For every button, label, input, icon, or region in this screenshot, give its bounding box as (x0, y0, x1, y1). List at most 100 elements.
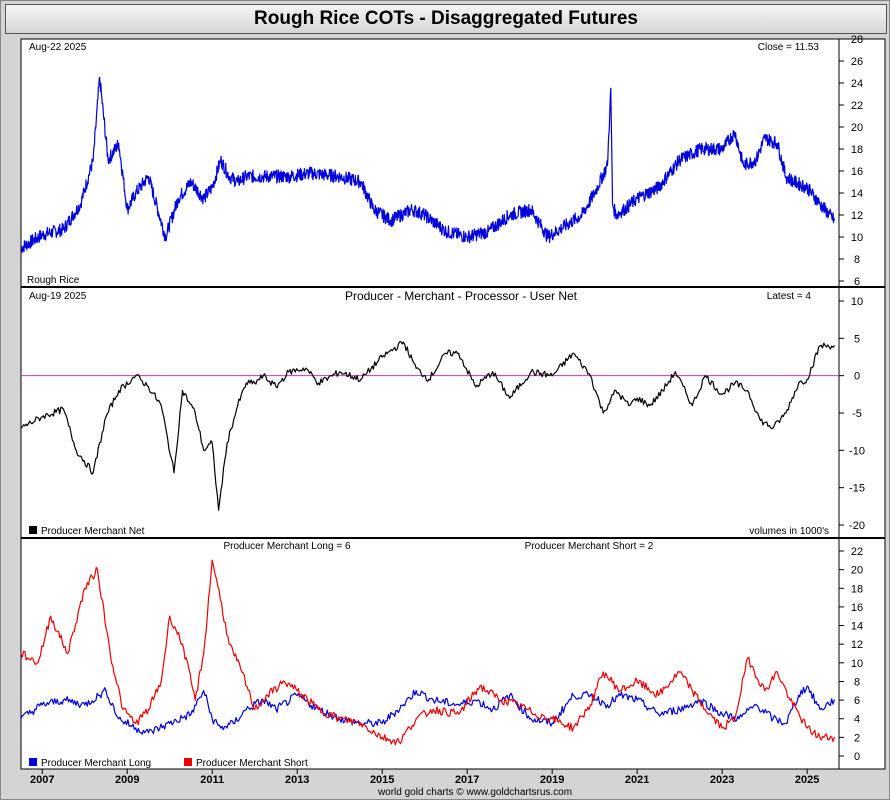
net-position-line-point (381, 356, 383, 358)
net-position-line-point (288, 371, 290, 373)
rice-price-line-point (245, 175, 247, 178)
short-position-line-point (37, 662, 39, 664)
y-tick-label: 16 (851, 166, 863, 178)
rice-price-line-point (742, 164, 745, 167)
x-tick-label: 2013 (285, 774, 309, 786)
rice-price-line-point (755, 159, 757, 161)
short-position-line-point (517, 704, 519, 706)
long-position-line-point (785, 722, 787, 725)
short-position-line-point (360, 722, 362, 725)
rice-price-line-point (657, 186, 660, 189)
x-tick-label: 2019 (540, 774, 564, 786)
net-position-line-point (602, 412, 604, 414)
legend-long: Producer Merchant Long (41, 758, 151, 769)
y-tick-label: 2 (854, 732, 860, 744)
rice-price-line-point (177, 197, 179, 200)
short-position-line-point (704, 708, 706, 711)
y-tick-label: 22 (851, 100, 863, 112)
net-position-line-point (41, 416, 43, 418)
rice-price-line-point (288, 175, 290, 178)
x-tick-label: 2025 (795, 774, 819, 786)
plot-area (20, 38, 840, 770)
y-tick-label: 4 (854, 714, 860, 726)
y-tick-label: 0 (854, 751, 860, 763)
long-position-line-point (819, 708, 821, 711)
net-position-line-point (530, 371, 532, 373)
y-tick-label: 14 (851, 621, 863, 633)
short-position-line-point (96, 569, 99, 571)
rice-price-line-point (636, 197, 638, 200)
rice-price-line-point (606, 164, 609, 167)
net-position-line-point (173, 472, 175, 474)
y-tick-label: 16 (851, 602, 863, 614)
net-position-line-point (428, 378, 430, 380)
rice-price-line-point (679, 159, 681, 161)
long-position-line-point (105, 690, 107, 692)
net-position-line-point (572, 352, 575, 354)
short-position-line-point (415, 718, 417, 720)
short-position-line-point (203, 652, 205, 655)
short-position-line-point (266, 694, 269, 697)
rice-price-line-point (806, 186, 808, 189)
net-position-line-point (135, 375, 137, 377)
short-position-line-point (109, 652, 111, 655)
net-position-line-point (662, 390, 664, 392)
rice-price-line-point (610, 87, 612, 90)
long-position-line-point (589, 694, 592, 697)
long-position-line-point (738, 718, 740, 720)
net-position-line-point (492, 371, 494, 373)
long-position-line-point (636, 699, 638, 701)
short-position-line-point (602, 671, 604, 673)
long-position-line-point (492, 708, 494, 711)
short-position-line-point (215, 578, 218, 580)
long-position-line-point (20, 718, 22, 720)
net-position-line-point (833, 345, 835, 347)
short-position-line-point (84, 587, 86, 589)
net-position-line-point (806, 378, 808, 380)
rice-price-line-point (611, 203, 614, 205)
short-position-line-point (228, 643, 230, 645)
short-position-line-point (619, 690, 621, 692)
y-tick-label: -15 (849, 483, 865, 495)
net-position-line-point (275, 386, 277, 388)
rice-price-line-point (819, 203, 821, 205)
rice-price-line-point (135, 192, 137, 194)
short-position-line-point (432, 708, 434, 711)
short-position-line-point (479, 685, 481, 687)
y-tick-label: -5 (852, 408, 862, 420)
short-position-line-point (147, 708, 150, 711)
long-position-line-point (530, 718, 532, 720)
y-axis-strip (838, 38, 886, 770)
rice-price-line-point (564, 225, 566, 227)
rice-price-line-point (776, 142, 779, 145)
net-position-line-point (218, 509, 220, 511)
y-tick-label: 6 (854, 695, 860, 707)
net-position-line-point (475, 386, 477, 388)
rice-price-line-point (107, 159, 109, 161)
net-position-line-point (203, 449, 205, 451)
rice-price-line-point (211, 186, 213, 189)
net-position-line-point (458, 352, 460, 354)
net-position-line-point (509, 397, 511, 399)
long-position-line-point (755, 704, 757, 706)
long-position-line-point (572, 694, 575, 697)
x-tick-label: 2015 (370, 774, 394, 786)
rice-price-line-point (339, 175, 341, 178)
short-position-line-point (181, 643, 184, 645)
short-position-line-point (534, 713, 536, 715)
short-position-line-point (806, 727, 808, 729)
short-position-line (20, 559, 835, 746)
short-position-line-point (500, 699, 502, 701)
short-position-line-point (254, 708, 256, 711)
y-tick-label: -20 (849, 520, 865, 532)
y-tick-label: 22 (851, 546, 863, 558)
net-position-line-point (721, 393, 723, 395)
rice-price-line-point (220, 159, 222, 161)
y-tick-label: 18 (851, 583, 863, 595)
x-tick-label: 2007 (30, 774, 54, 786)
y-tick-label: 5 (854, 333, 860, 345)
volumes-note: volumes in 1000's (749, 526, 829, 537)
short-position-line-point (283, 680, 286, 683)
